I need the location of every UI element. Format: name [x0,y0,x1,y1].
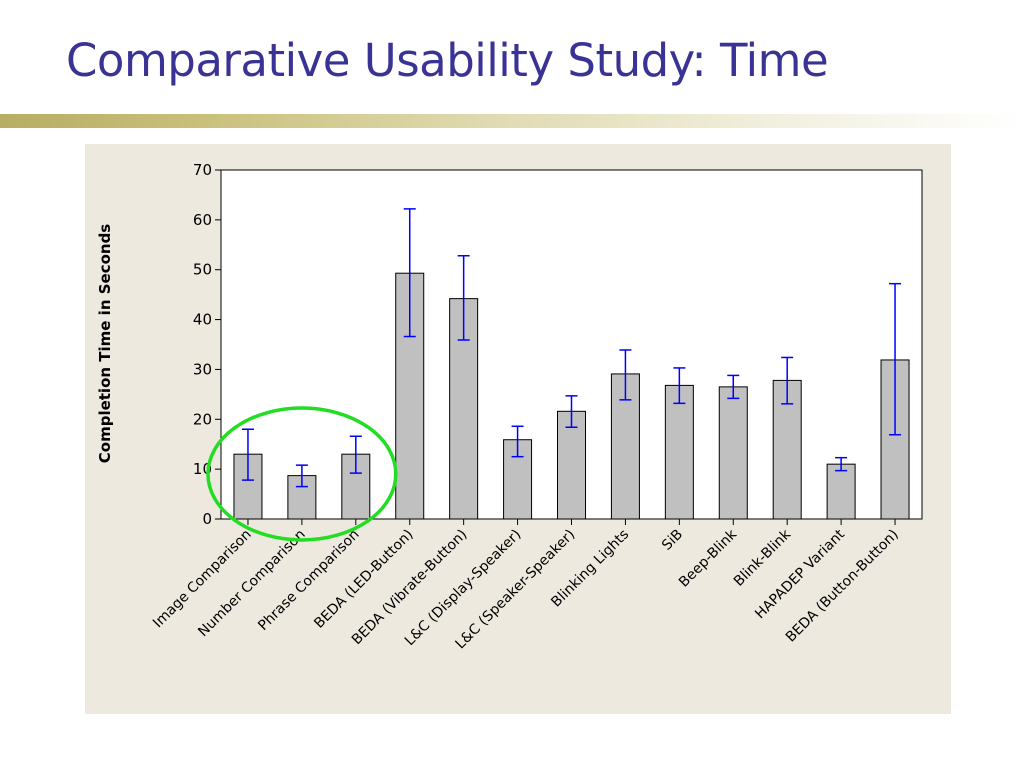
y-tick-label: 70 [193,161,212,179]
slide-title: Comparative Usability Study: Time [66,34,829,87]
highlight-ellipse [206,406,398,542]
y-tick-label: 50 [193,261,212,279]
x-category-label: SiB [659,527,686,554]
y-tick-label: 30 [193,360,212,378]
x-category-label: Phrase Comparison [255,527,362,634]
title-underline-rule [0,114,1024,128]
bar [718,386,748,520]
bar [664,384,694,520]
x-category-label: Image Comparison [150,527,255,632]
y-axis-label: Completion Time in Seconds [96,224,114,464]
x-category-label: BEDA (LED-Button) [311,527,416,632]
bar [826,463,856,520]
x-category-label: HAPADEP Variant [752,526,848,622]
x-category-label: Beep-Blink [676,526,741,591]
x-category-label: BEDA (Button-Button) [783,527,902,646]
y-tick-label: 40 [193,311,212,329]
y-tick-label: 20 [193,410,212,428]
y-tick-label: 0 [202,510,212,528]
bar [557,410,586,520]
y-tick-label: 60 [193,211,212,229]
x-category-label: Number Comparison [195,527,309,641]
